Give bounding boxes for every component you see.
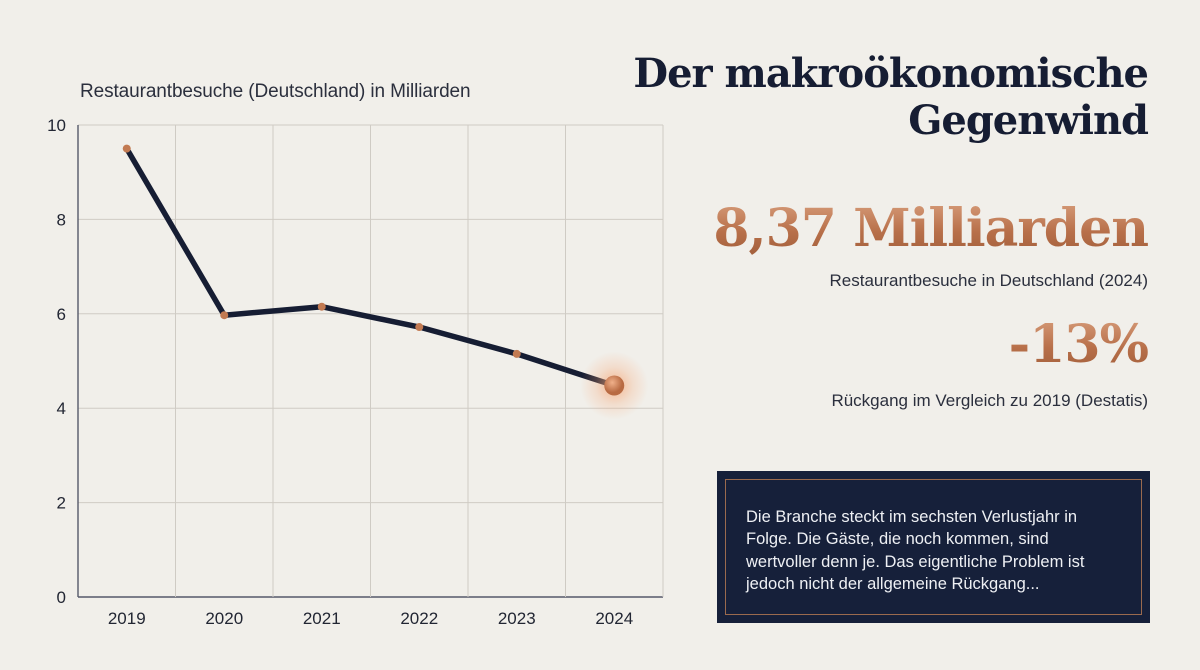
note-box: Die Branche steckt im sechsten Verlustja… xyxy=(717,471,1150,623)
x-tick-label: 2023 xyxy=(498,609,536,628)
chart-series xyxy=(122,144,649,420)
chart-title: Restaurantbesuche (Deutschland) in Milli… xyxy=(80,81,471,102)
y-tick-label: 0 xyxy=(57,588,66,607)
x-tick-label: 2019 xyxy=(108,609,146,628)
y-tick-label: 6 xyxy=(57,305,66,324)
stat-decline-value: -13% xyxy=(1008,314,1149,375)
stat-decline-label: Rückgang im Vergleich zu 2019 (Destatis) xyxy=(831,391,1148,410)
series-line xyxy=(124,145,617,389)
chart-axes: 0 2 4 6 8 10 2019 2020 2021 2022 2023 2024 xyxy=(47,116,633,628)
data-point xyxy=(415,323,424,332)
data-point xyxy=(512,349,521,358)
note-text: Die Branche steckt im sechsten Verlustja… xyxy=(725,479,1142,615)
data-point xyxy=(122,144,131,153)
x-tick-label: 2021 xyxy=(303,609,341,628)
chart-grid xyxy=(77,124,664,598)
headline-line-2: Gegenwind xyxy=(908,97,1149,145)
stat-visits-label: Restaurantbesuche in Deutschland (2024) xyxy=(829,271,1148,290)
data-point xyxy=(220,311,229,320)
y-tick-label: 2 xyxy=(57,494,66,513)
x-tick-label: 2024 xyxy=(595,609,633,628)
headline-line-1: Der makroökonomische xyxy=(633,50,1149,97)
x-tick-label: 2022 xyxy=(400,609,438,628)
y-tick-label: 10 xyxy=(47,116,66,135)
x-tick-label: 2020 xyxy=(205,609,243,628)
y-tick-label: 8 xyxy=(57,210,66,229)
stat-visits-value: 8,37 Milliarden xyxy=(713,198,1149,259)
data-point-highlight xyxy=(604,375,625,396)
data-point xyxy=(317,302,326,311)
y-tick-label: 4 xyxy=(57,399,66,418)
headline: Der makroökonomische Gegenwind xyxy=(588,50,1149,145)
